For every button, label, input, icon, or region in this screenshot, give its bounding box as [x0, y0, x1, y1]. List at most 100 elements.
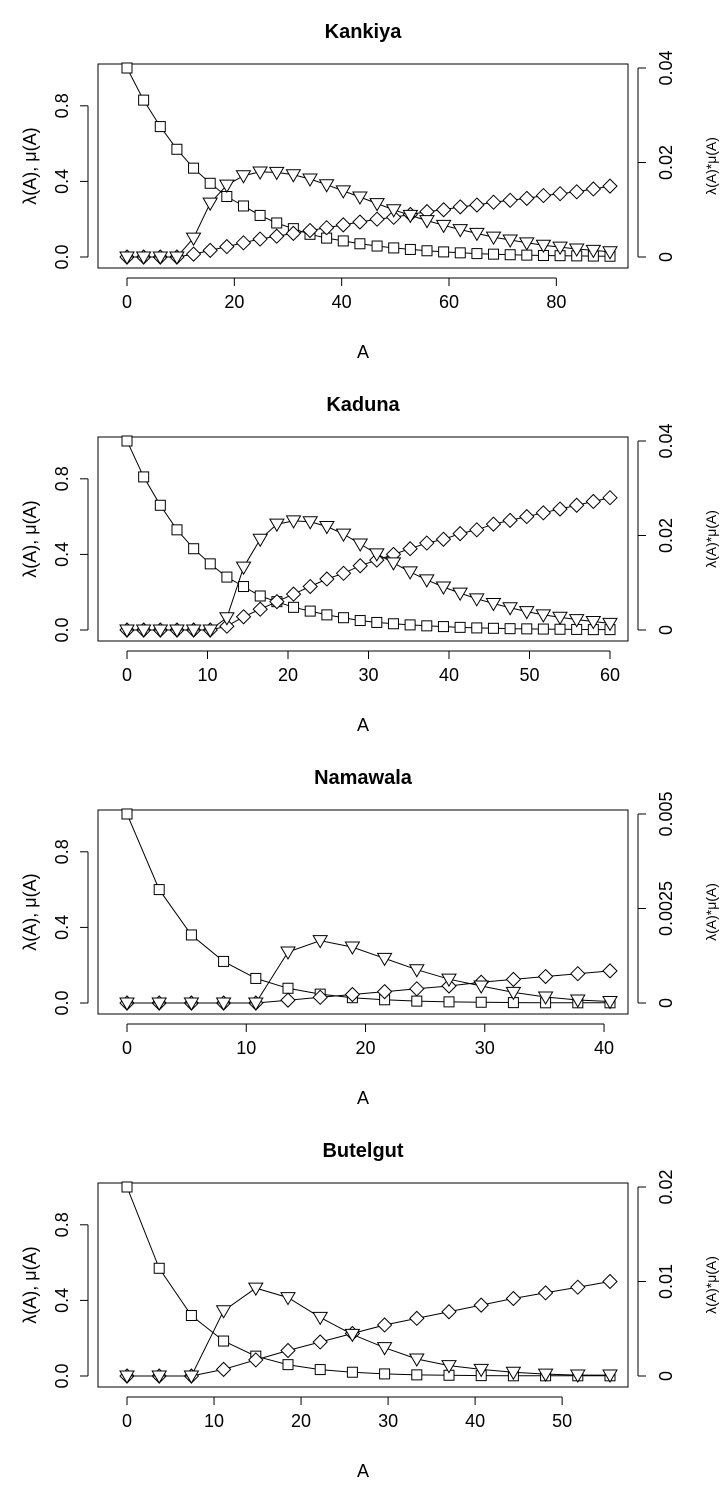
data-point-square: [404, 243, 416, 255]
data-point-diamond: [568, 497, 585, 513]
data-point-triangle: [335, 528, 352, 543]
data-point-diamond: [409, 981, 425, 997]
data-point-triangle: [344, 1328, 361, 1343]
x-axis-label: A: [357, 342, 369, 362]
chart-title: Butelgut: [322, 1140, 403, 1162]
x-tick-label: 40: [332, 292, 352, 312]
data-point-square: [271, 217, 283, 229]
chart-kankiya: Kankiya 0 20 40 60 80 A 0.0 0.4 0.8 λ(A), μ(A) 0 0.0…: [20, 21, 719, 362]
data-point-triangle: [183, 1370, 200, 1384]
data-point-triangle: [537, 991, 554, 1005]
data-point-triangle: [219, 612, 235, 626]
y2-tick-label: 0.02: [656, 145, 676, 180]
data-point-square: [338, 612, 350, 624]
data-point-square: [388, 242, 400, 254]
data-point-diamond: [202, 242, 218, 259]
data-point-triangle: [352, 538, 369, 552]
data-point-triangle: [280, 946, 296, 960]
x-tick-label: 50: [552, 1411, 572, 1431]
data-point-triangle: [202, 197, 219, 212]
data-point-diamond: [235, 235, 252, 251]
y-tick-label: 0.8: [52, 93, 72, 118]
data-point-triangle: [285, 169, 302, 183]
data-point-square: [387, 618, 399, 630]
x-axis-label: A: [357, 1088, 369, 1108]
data-point-triangle: [312, 1311, 329, 1326]
y2-tick-label: 0.02: [656, 518, 676, 553]
data-point-square: [188, 162, 200, 174]
data-point-square: [250, 972, 262, 984]
x-tick-label: 20: [278, 665, 298, 685]
data-point-diamond: [502, 192, 518, 209]
panel-3: Namawala 0 10 20 30 40 A 0.0 0.4 0.8 λ(A), μ(A) 0 0.…: [0, 746, 727, 1119]
data-point-triangle: [152, 251, 169, 265]
data-point-diamond: [535, 187, 552, 204]
series-line-triangle: [127, 1287, 610, 1377]
y-axis-label: λ(A), μ(A): [20, 873, 40, 950]
data-point-square: [238, 581, 250, 593]
data-point-triangle: [473, 980, 490, 994]
panel-1: Kankiya 0 20 40 60 80 A 0.0 0.4 0.8 λ(A), μ(A) 0 0.0…: [0, 0, 727, 373]
chart-title: Kankiya: [325, 21, 403, 43]
data-point-triangle: [537, 1368, 554, 1383]
y2-axis-label: λ(A)*μ(A): [703, 1256, 719, 1314]
data-point-diamond: [215, 1361, 232, 1378]
data-point-diamond: [285, 586, 302, 602]
data-point-square: [443, 996, 455, 1008]
data-point-diamond: [302, 578, 318, 595]
data-point-triangle: [252, 533, 269, 548]
x-tick-label: 30: [475, 1038, 495, 1058]
data-point-square: [221, 571, 233, 583]
data-point-square: [218, 955, 230, 967]
data-point-triangle: [368, 548, 385, 562]
data-point-diamond: [318, 219, 335, 236]
y2-axis-label: λ(A)*μ(A): [703, 510, 719, 568]
data-point-diamond: [376, 1317, 393, 1333]
data-point-triangle: [247, 997, 264, 1011]
x-tick-label: 10: [197, 665, 217, 685]
data-point-square: [282, 982, 294, 994]
data-point-square: [237, 200, 249, 212]
data-point-triangle: [535, 239, 552, 254]
plot-frame: [97, 436, 629, 642]
data-point-triangle: [302, 173, 318, 188]
data-point-square: [288, 601, 300, 613]
x-tick-label: 20: [291, 1411, 311, 1431]
data-point-triangle: [568, 614, 585, 628]
data-point-diamond: [469, 197, 485, 213]
x-tick-label: 10: [204, 1411, 224, 1431]
data-point-diamond: [280, 1342, 296, 1359]
data-point-triangle: [408, 964, 425, 978]
data-point-square: [521, 623, 533, 635]
data-point-triangle: [285, 515, 302, 529]
data-point-square: [471, 622, 483, 634]
y-tick-label: 0.4: [52, 169, 72, 194]
plot-frame: [97, 809, 629, 1015]
data-point-triangle: [119, 251, 135, 265]
data-point-triangle: [202, 624, 219, 638]
data-point-triangle: [135, 624, 152, 638]
data-point-triangle: [335, 185, 352, 199]
data-point-triangle: [247, 1282, 264, 1297]
data-point-square: [138, 94, 150, 106]
chart-namawala: Namawala 0 10 20 30 40 A 0.0 0.4 0.8 λ(A), μ(A) 0 0.…: [20, 767, 719, 1108]
y2-tick-label: 0: [656, 252, 676, 262]
series-line-triangle: [127, 171, 611, 258]
data-point-triangle: [312, 935, 329, 949]
data-point-triangle: [385, 557, 402, 571]
data-point-triangle: [473, 1363, 490, 1378]
data-point-triangle: [502, 234, 519, 248]
data-point-triangle: [441, 1360, 457, 1374]
x-tick-label: 30: [378, 1411, 398, 1431]
y2-tick-label: 0.0025: [656, 881, 676, 936]
y2-tick-label: 0.005: [656, 791, 676, 836]
data-point-diamond: [285, 225, 302, 242]
data-point-square: [185, 929, 197, 941]
data-point-square: [354, 238, 366, 250]
x-tick-label: 40: [439, 665, 459, 685]
y-axis-label: λ(A), μ(A): [20, 1246, 40, 1323]
data-point-diamond: [602, 178, 618, 194]
data-point-diamond: [312, 989, 328, 1006]
data-point-square: [337, 235, 349, 247]
data-point-diamond: [485, 516, 502, 532]
